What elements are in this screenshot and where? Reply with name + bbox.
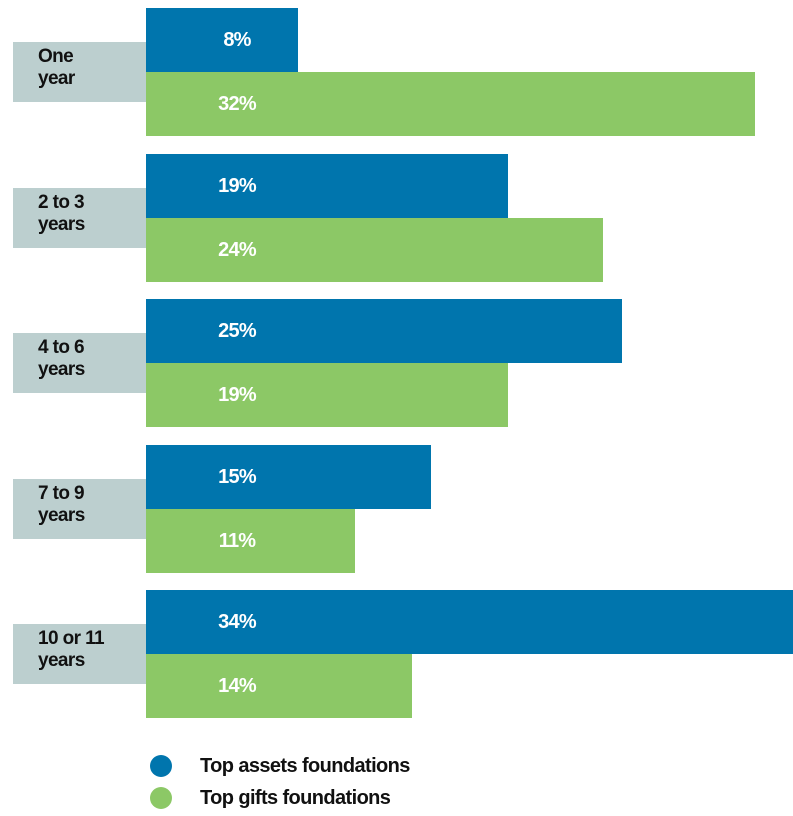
- bar-value-label: 14%: [218, 675, 256, 697]
- bar-top-assets: [146, 299, 622, 363]
- bar-top-assets: [146, 153, 508, 218]
- legend-label-top-gifts: Top gifts foundations: [200, 786, 391, 809]
- legend: Top assets foundations Top gifts foundat…: [150, 750, 410, 814]
- bar-value-label: 8%: [223, 29, 251, 51]
- category-label: 7 to 9 years: [13, 478, 146, 539]
- category-label-line: 10 or 11: [38, 628, 105, 649]
- bar-value-label: 19%: [218, 384, 256, 406]
- category-label-line: 2 to 3: [38, 191, 85, 213]
- bar-top-gifts: [146, 363, 508, 427]
- bar-value-label: 24%: [218, 238, 256, 261]
- category-label-line: years: [38, 650, 85, 671]
- category-label-line: 4 to 6: [38, 337, 85, 358]
- bar-top-gifts: [146, 72, 755, 136]
- legend-label-top-assets: Top assets foundations: [200, 754, 410, 777]
- category-label: 10 or 11 years: [13, 624, 146, 684]
- bar-top-assets: [146, 590, 793, 654]
- bar-top-gifts: [146, 217, 603, 282]
- legend-item-top-gifts: Top gifts foundations: [150, 782, 410, 814]
- category-label-line: years: [38, 504, 85, 526]
- category-label-line: years: [38, 359, 85, 380]
- bar-value-label: 11%: [218, 529, 256, 552]
- category-label-line: years: [38, 213, 85, 235]
- bar-value-label: 19%: [218, 174, 256, 197]
- bar-top-assets: [146, 444, 431, 509]
- category-label-line: 7 to 9: [38, 482, 85, 504]
- legend-item-top-assets: Top assets foundations: [150, 750, 410, 782]
- bar-top-gifts: [146, 508, 355, 573]
- bar-chart: One year 8% 32% 2 to 3 years 19% 24% 4 to 6 years…: [13, 8, 793, 718]
- legend-swatch-top-gifts: [150, 787, 172, 809]
- bar-top-assets: [146, 8, 298, 72]
- category-label: 4 to 6 years: [13, 333, 146, 393]
- category-label: One year: [13, 42, 146, 102]
- bar-top-gifts: [146, 654, 412, 718]
- bar-value-label: 34%: [218, 611, 256, 633]
- bar-value-label: 15%: [218, 465, 256, 488]
- category-label-line: One: [38, 46, 74, 67]
- category-label-line: year: [38, 68, 75, 89]
- bar-value-label: 25%: [218, 320, 256, 342]
- legend-swatch-top-assets: [150, 755, 172, 777]
- category-label: 2 to 3 years: [13, 187, 146, 248]
- bar-value-label: 32%: [218, 93, 256, 115]
